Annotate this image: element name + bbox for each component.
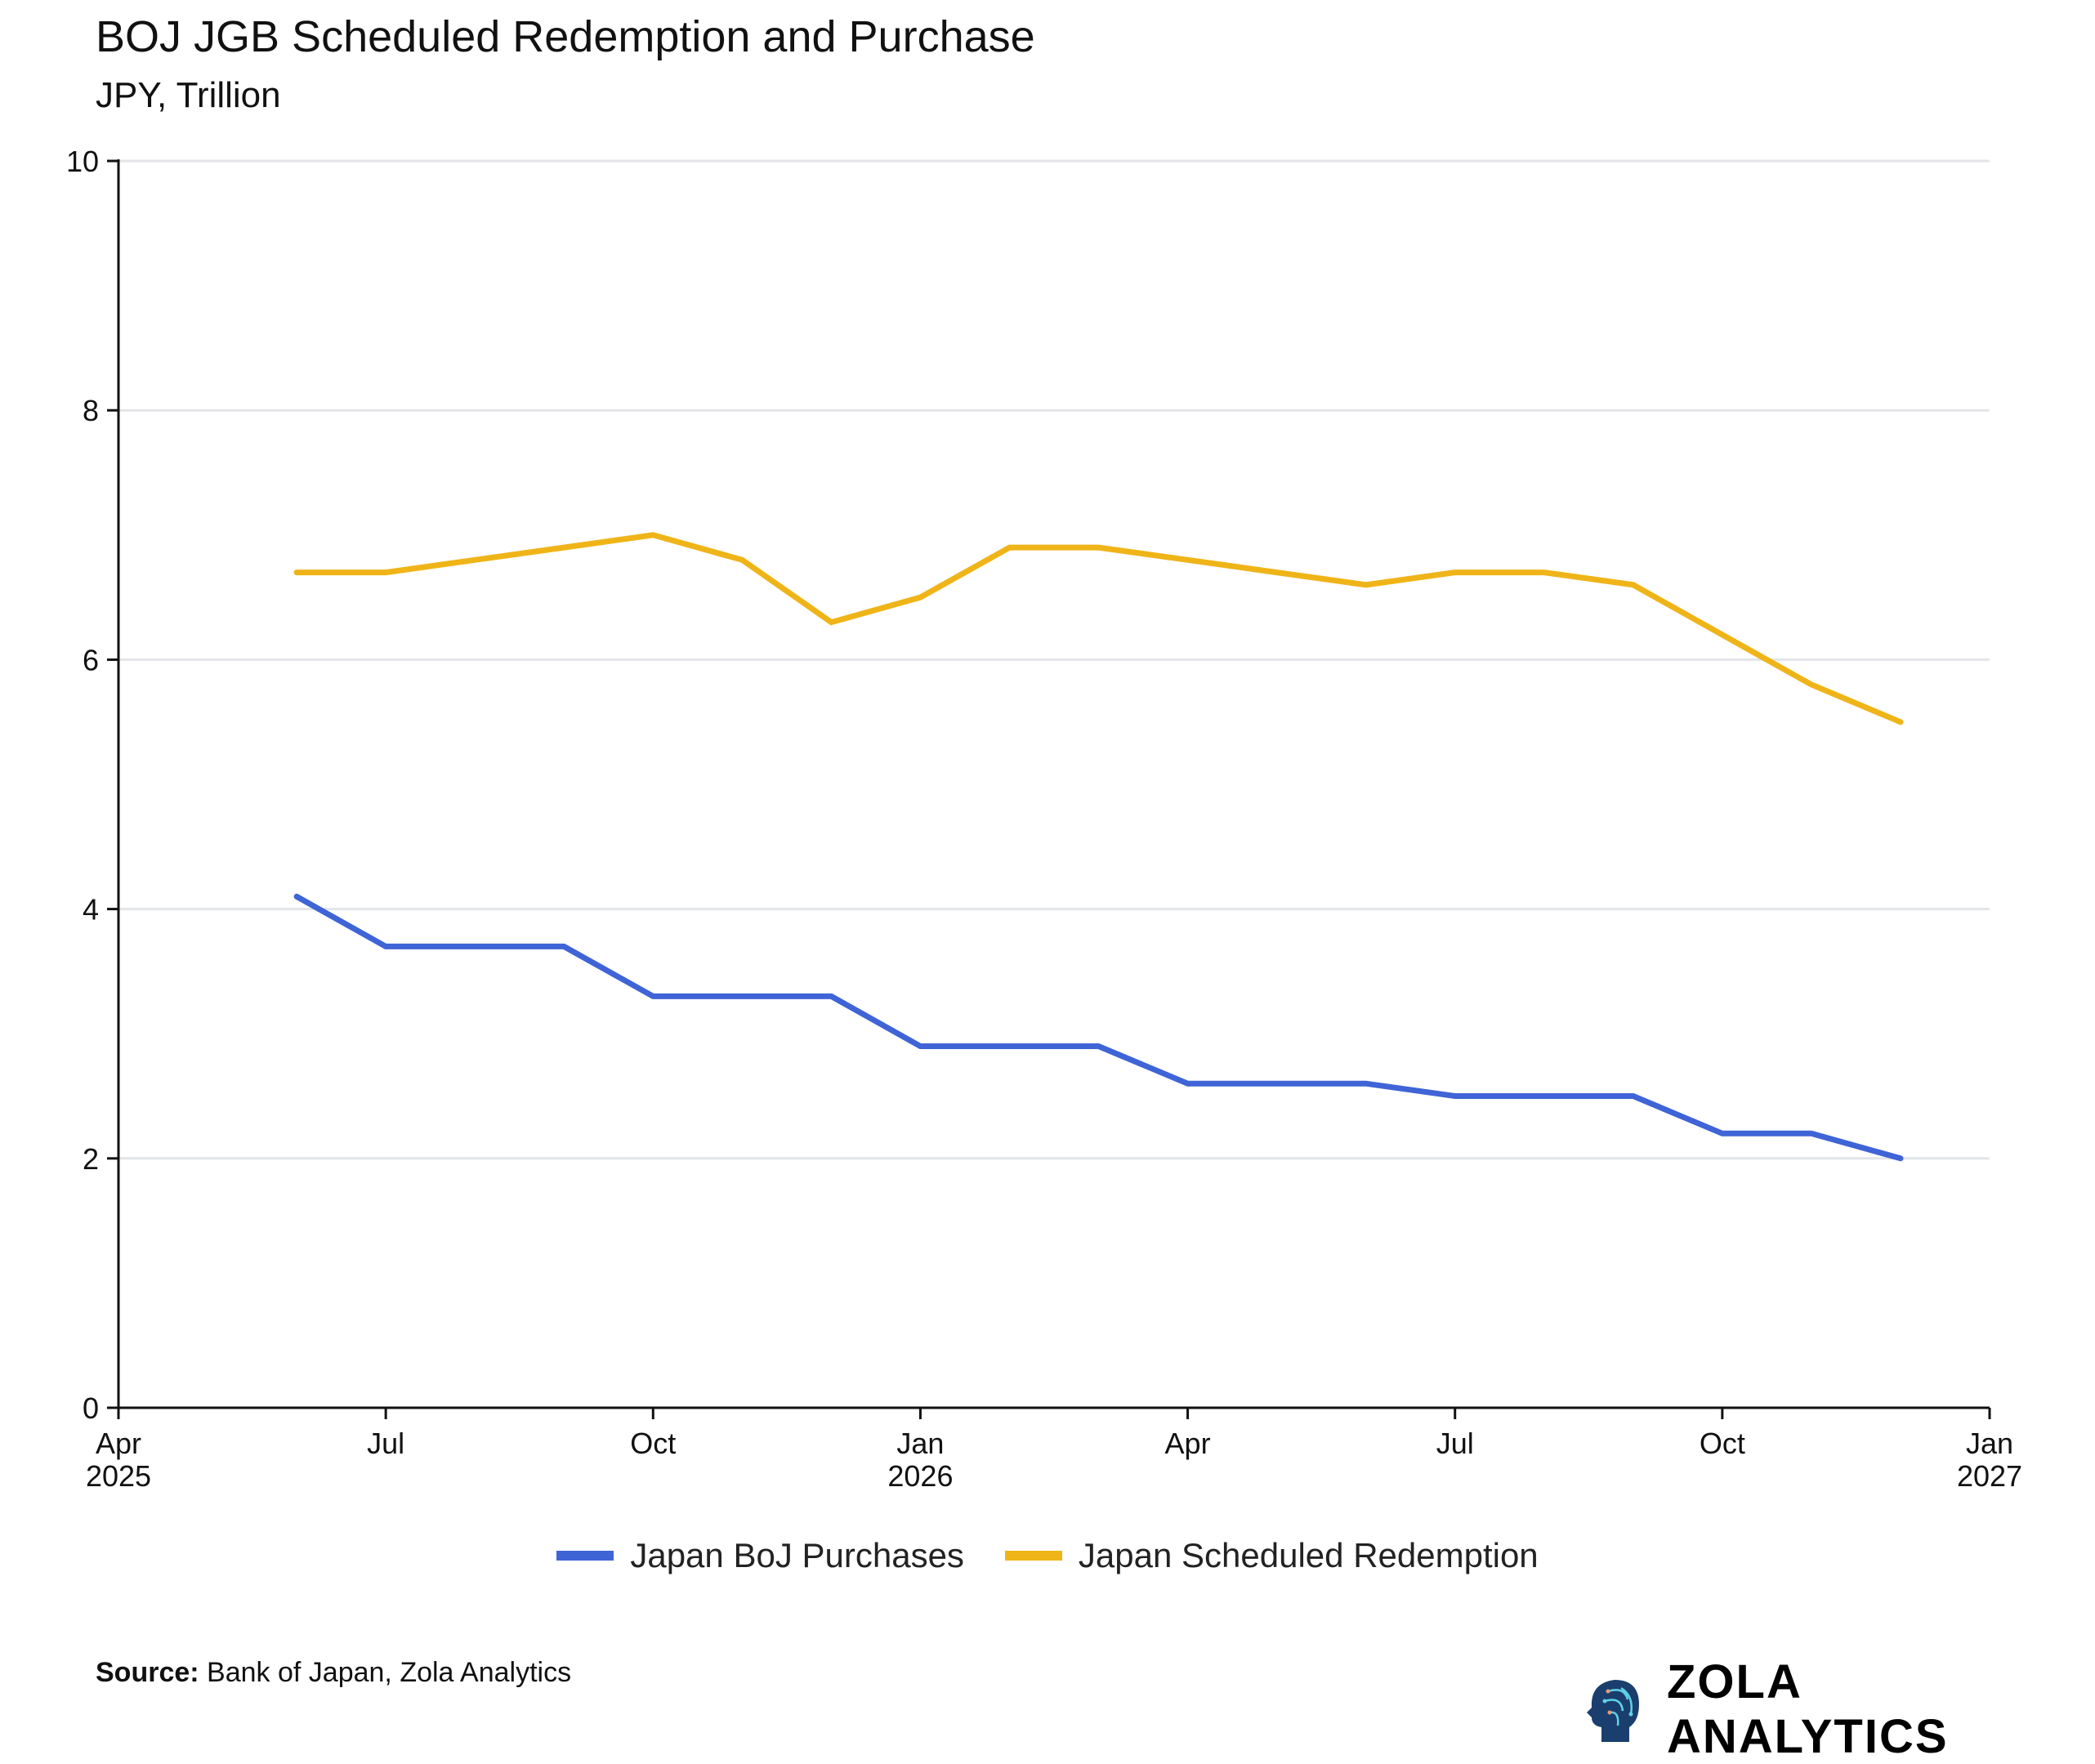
series-line-purchases <box>293 893 1904 1162</box>
x-tick-label: Apr <box>96 1427 141 1460</box>
legend-item-purchases: Japan BoJ Purchases <box>556 1536 964 1575</box>
y-tick-label: 4 <box>83 893 99 927</box>
source-note: Source: Bank of Japan, Zola Analytics <box>96 1657 571 1689</box>
x-tick-label: Jul <box>1436 1427 1474 1460</box>
logo-text: ZOLA ANALYTICS <box>1666 1655 1949 1763</box>
legend-label: Japan BoJ Purchases <box>630 1536 964 1574</box>
legend-label: Japan Scheduled Redemption <box>1078 1536 1539 1574</box>
legend: Japan BoJ Purchases Japan Scheduled Rede… <box>0 1536 2095 1575</box>
y-tick-label: 8 <box>83 394 99 427</box>
x-tick-year-label: 2027 <box>1957 1459 2022 1493</box>
series-line-redemption <box>293 532 1904 726</box>
x-tick-label: Jan <box>1966 1427 2013 1460</box>
y-tick-label: 6 <box>83 643 99 677</box>
legend-item-redemption: Japan Scheduled Redemption <box>1004 1536 1539 1575</box>
x-tick-label: Jan <box>896 1427 944 1460</box>
series-lines <box>293 532 1904 1162</box>
logo: ZOLA ANALYTICS <box>1585 1655 2095 1764</box>
x-tick-year-label: 2025 <box>86 1459 151 1493</box>
x-tick-label: Jul <box>367 1427 404 1460</box>
legend-swatch <box>1004 1551 1062 1561</box>
x-tick-label: Apr <box>1165 1427 1211 1460</box>
x-tick-year-label: 2026 <box>887 1459 953 1493</box>
head-circuit-logo-icon <box>1586 1679 1639 1742</box>
source-text: Bank of Japan, Zola Analytics <box>199 1657 572 1688</box>
y-tick-label: 0 <box>83 1391 99 1425</box>
gridlines <box>118 159 1990 1160</box>
legend-swatch <box>556 1551 614 1561</box>
y-tick-label: 2 <box>83 1142 99 1176</box>
y-tick-label: 10 <box>66 145 99 178</box>
chart-title: BOJ JGB Scheduled Redemption and Purchas… <box>96 12 1035 61</box>
chart-subtitle: JPY, Trillion <box>96 75 281 115</box>
source-label: Source: <box>96 1657 199 1688</box>
x-tick-label: Oct <box>1700 1427 1745 1460</box>
x-tick-label: Oct <box>630 1427 676 1460</box>
